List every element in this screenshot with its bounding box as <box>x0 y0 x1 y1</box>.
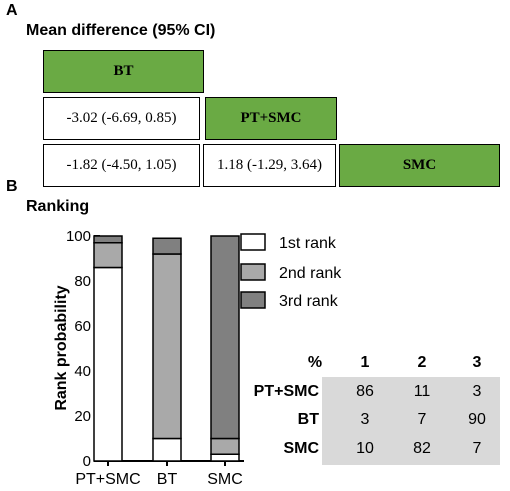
rank-table-row-label: SMC <box>283 440 319 457</box>
diag-cell-bt: BT <box>43 50 204 93</box>
rank-table-row-label: BT <box>297 411 319 428</box>
rank-table-header: 1 <box>360 354 370 371</box>
cell-smc-vs-pt-smc: 1.18 (-1.29, 3.64) <box>203 144 336 187</box>
rank-table-value: 82 <box>413 440 431 457</box>
legend-swatch <box>240 233 266 251</box>
cell-pt-smc-vs-bt: -3.02 (-6.69, 0.85) <box>43 97 200 140</box>
y-tick-label: 80 <box>74 273 91 290</box>
rank-table-value: 3 <box>360 411 370 428</box>
rank-table-value: 11 <box>413 383 431 400</box>
bar-segment <box>152 237 182 255</box>
y-tick-label: 20 <box>74 408 91 425</box>
rank-table-bg <box>322 377 500 465</box>
panel-b-letter: B <box>6 178 18 195</box>
rank-table-value: 7 <box>417 411 427 428</box>
y-axis-label: Rank probability <box>53 285 70 410</box>
bar-segment <box>93 266 123 462</box>
legend-label: 2nd rank <box>279 265 342 282</box>
bar-segment <box>93 235 123 244</box>
rank-table-corner: % <box>307 354 323 371</box>
x-tick-label: SMC <box>207 471 243 488</box>
diag-cell-pt-smc: PT+SMC <box>205 97 337 140</box>
rank-table-header: 3 <box>472 354 482 371</box>
y-tick-label: 40 <box>74 363 91 380</box>
cell-smc-vs-bt: -1.82 (-4.50, 1.05) <box>43 144 200 187</box>
rank-table-value: 86 <box>356 383 374 400</box>
x-tick-label: BT <box>157 471 178 488</box>
bar-segment <box>152 253 182 440</box>
rank-table-row-label: PT+SMC <box>253 383 319 400</box>
y-tick-label: 0 <box>83 453 91 470</box>
legend-label: 1st rank <box>279 235 337 252</box>
bar-segment <box>210 235 240 440</box>
y-tick-label: 60 <box>74 318 91 335</box>
rank-table-value: 3 <box>472 383 482 400</box>
legend-label: 3rd rank <box>279 293 339 310</box>
legend-swatch <box>240 263 266 281</box>
panel-a-letter: A <box>6 2 18 19</box>
rank-table-header: 2 <box>417 354 427 371</box>
bar-segment <box>93 242 123 269</box>
y-tick-label: 100 <box>66 228 91 245</box>
panel-a-title: Mean difference (95% CI) <box>26 22 216 39</box>
bar-segment <box>152 437 182 462</box>
panel-b-title: Ranking <box>26 198 90 215</box>
diag-cell-smc: SMC <box>339 144 500 187</box>
rank-table-value: 90 <box>468 411 486 428</box>
rank-table-value: 10 <box>356 440 374 457</box>
rank-table-value: 7 <box>472 440 482 457</box>
legend-swatch <box>240 291 266 309</box>
x-tick-label: PT+SMC <box>75 471 140 488</box>
